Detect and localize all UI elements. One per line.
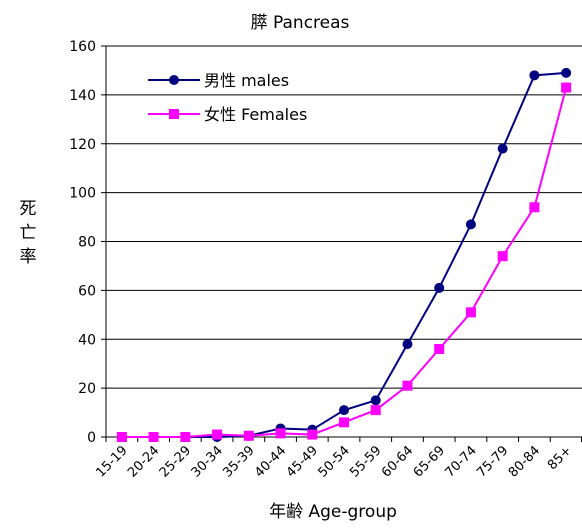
data-point <box>529 70 540 81</box>
series-2 <box>116 82 572 442</box>
x-tick-label: 50-54 <box>316 443 353 480</box>
data-point <box>434 282 445 293</box>
data-point <box>529 202 540 213</box>
x-tick-label: 70-74 <box>442 443 479 480</box>
y-axis-label-char: 亡 <box>20 223 37 243</box>
y-axis-label: 死亡率 <box>20 199 37 267</box>
x-tick-label: 55-59 <box>347 443 384 480</box>
y-tick-label: 140 <box>69 88 96 104</box>
legend: 男性 males 女性 Females <box>148 71 307 124</box>
y-tick-labels: 0 20 40 60 80 100 120 140 160 <box>69 39 96 446</box>
data-point <box>180 432 191 442</box>
y-tick-label: 0 <box>87 430 96 446</box>
data-point <box>339 405 349 416</box>
data-point <box>434 344 445 355</box>
data-point <box>497 143 508 154</box>
y-tick-label: 120 <box>69 137 96 153</box>
data-point <box>561 67 572 78</box>
data-point <box>148 432 159 442</box>
x-tick-label: 60-64 <box>379 443 416 480</box>
y-tick-label: 40 <box>78 332 96 348</box>
legend-item: 女性 Females <box>148 105 307 124</box>
data-point <box>212 429 223 440</box>
data-point <box>370 405 381 416</box>
x-tick-label: 85+ <box>545 443 575 473</box>
data-point <box>339 417 349 428</box>
y-axis-label-char: 死 <box>20 199 37 219</box>
y-tick-label: 80 <box>78 235 96 251</box>
legend-marker <box>169 109 179 119</box>
x-tick-label: 65-69 <box>411 443 448 480</box>
data-point <box>497 251 508 262</box>
y-tick-label: 60 <box>78 283 96 299</box>
x-tick-label: 15-19 <box>93 443 130 480</box>
gridlines <box>106 45 582 389</box>
chart-title: 膵 Pancreas <box>251 13 350 33</box>
data-point <box>561 82 572 93</box>
data-point <box>402 380 413 391</box>
y-tick-label: 100 <box>69 186 96 202</box>
x-tick-labels: 15-1920-2425-2930-3435-3940-4445-4950-54… <box>93 443 575 480</box>
legend-label: 男性 males <box>204 71 289 90</box>
y-tick-label: 20 <box>78 381 96 397</box>
data-point <box>243 430 254 441</box>
data-point <box>465 219 476 230</box>
x-tick-label: 40-44 <box>252 443 289 480</box>
legend-item: 男性 males <box>148 71 289 90</box>
data-point <box>465 307 476 318</box>
x-tick-label: 25-29 <box>157 443 194 480</box>
y-tick-label: 160 <box>69 39 96 55</box>
y-axis-label-char: 率 <box>20 247 37 267</box>
x-tick-label: 75-79 <box>474 443 511 480</box>
legend-label: 女性 Females <box>204 105 307 124</box>
data-point <box>402 339 413 350</box>
series <box>116 67 572 442</box>
x-tick-label: 35-39 <box>220 443 257 480</box>
data-point <box>116 432 127 442</box>
x-tick-label: 45-49 <box>284 443 321 480</box>
x-axis-label: 年齢 Age-group <box>269 502 397 522</box>
x-tick-label: 20-24 <box>125 443 162 480</box>
data-point <box>370 395 381 406</box>
series-line <box>121 87 568 438</box>
x-tick-label: 80-84 <box>506 443 543 480</box>
data-point <box>275 428 286 439</box>
x-tick-label: 30-34 <box>189 443 226 480</box>
data-point <box>307 429 318 440</box>
legend-marker <box>169 75 179 85</box>
